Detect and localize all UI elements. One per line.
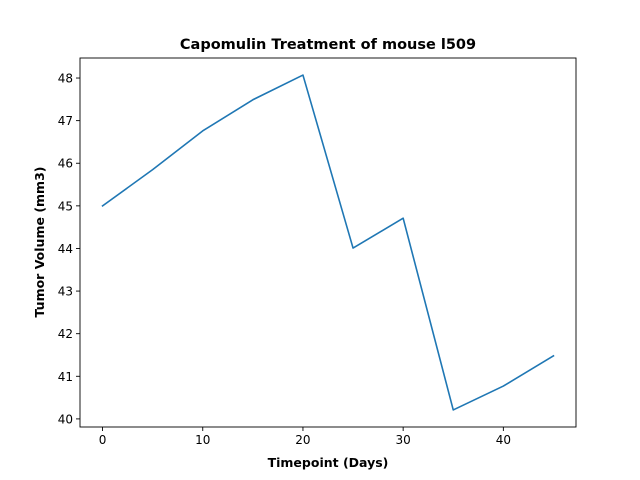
y-tick-label: 40 [58,412,73,426]
y-tick-label: 48 [58,72,73,86]
plot-area: 0 10 20 30 40 40 41 42 43 44 45 46 47 48 [58,57,577,447]
x-tick-label: 30 [396,433,411,447]
x-tick-label: 0 [99,433,107,447]
y-axis-label: Tumor Volume (mm3) [32,167,47,318]
y-tick-label: 46 [58,157,73,171]
y-tick-label: 44 [58,242,73,256]
chart-title: Capomulin Treatment of mouse l509 [180,37,476,53]
x-tick-label: 20 [295,433,310,447]
y-tick-label: 45 [58,199,73,213]
y-tick-label: 41 [58,370,73,384]
plot-frame [79,57,577,428]
y-tick-label: 43 [58,285,73,299]
x-tick-label: 10 [195,433,210,447]
y-tick-label: 42 [58,327,73,341]
x-axis-label: Timepoint (Days) [268,455,389,470]
series-line-0 [101,74,555,411]
y-tick-label: 47 [58,114,73,128]
x-tick-label: 40 [496,433,511,447]
